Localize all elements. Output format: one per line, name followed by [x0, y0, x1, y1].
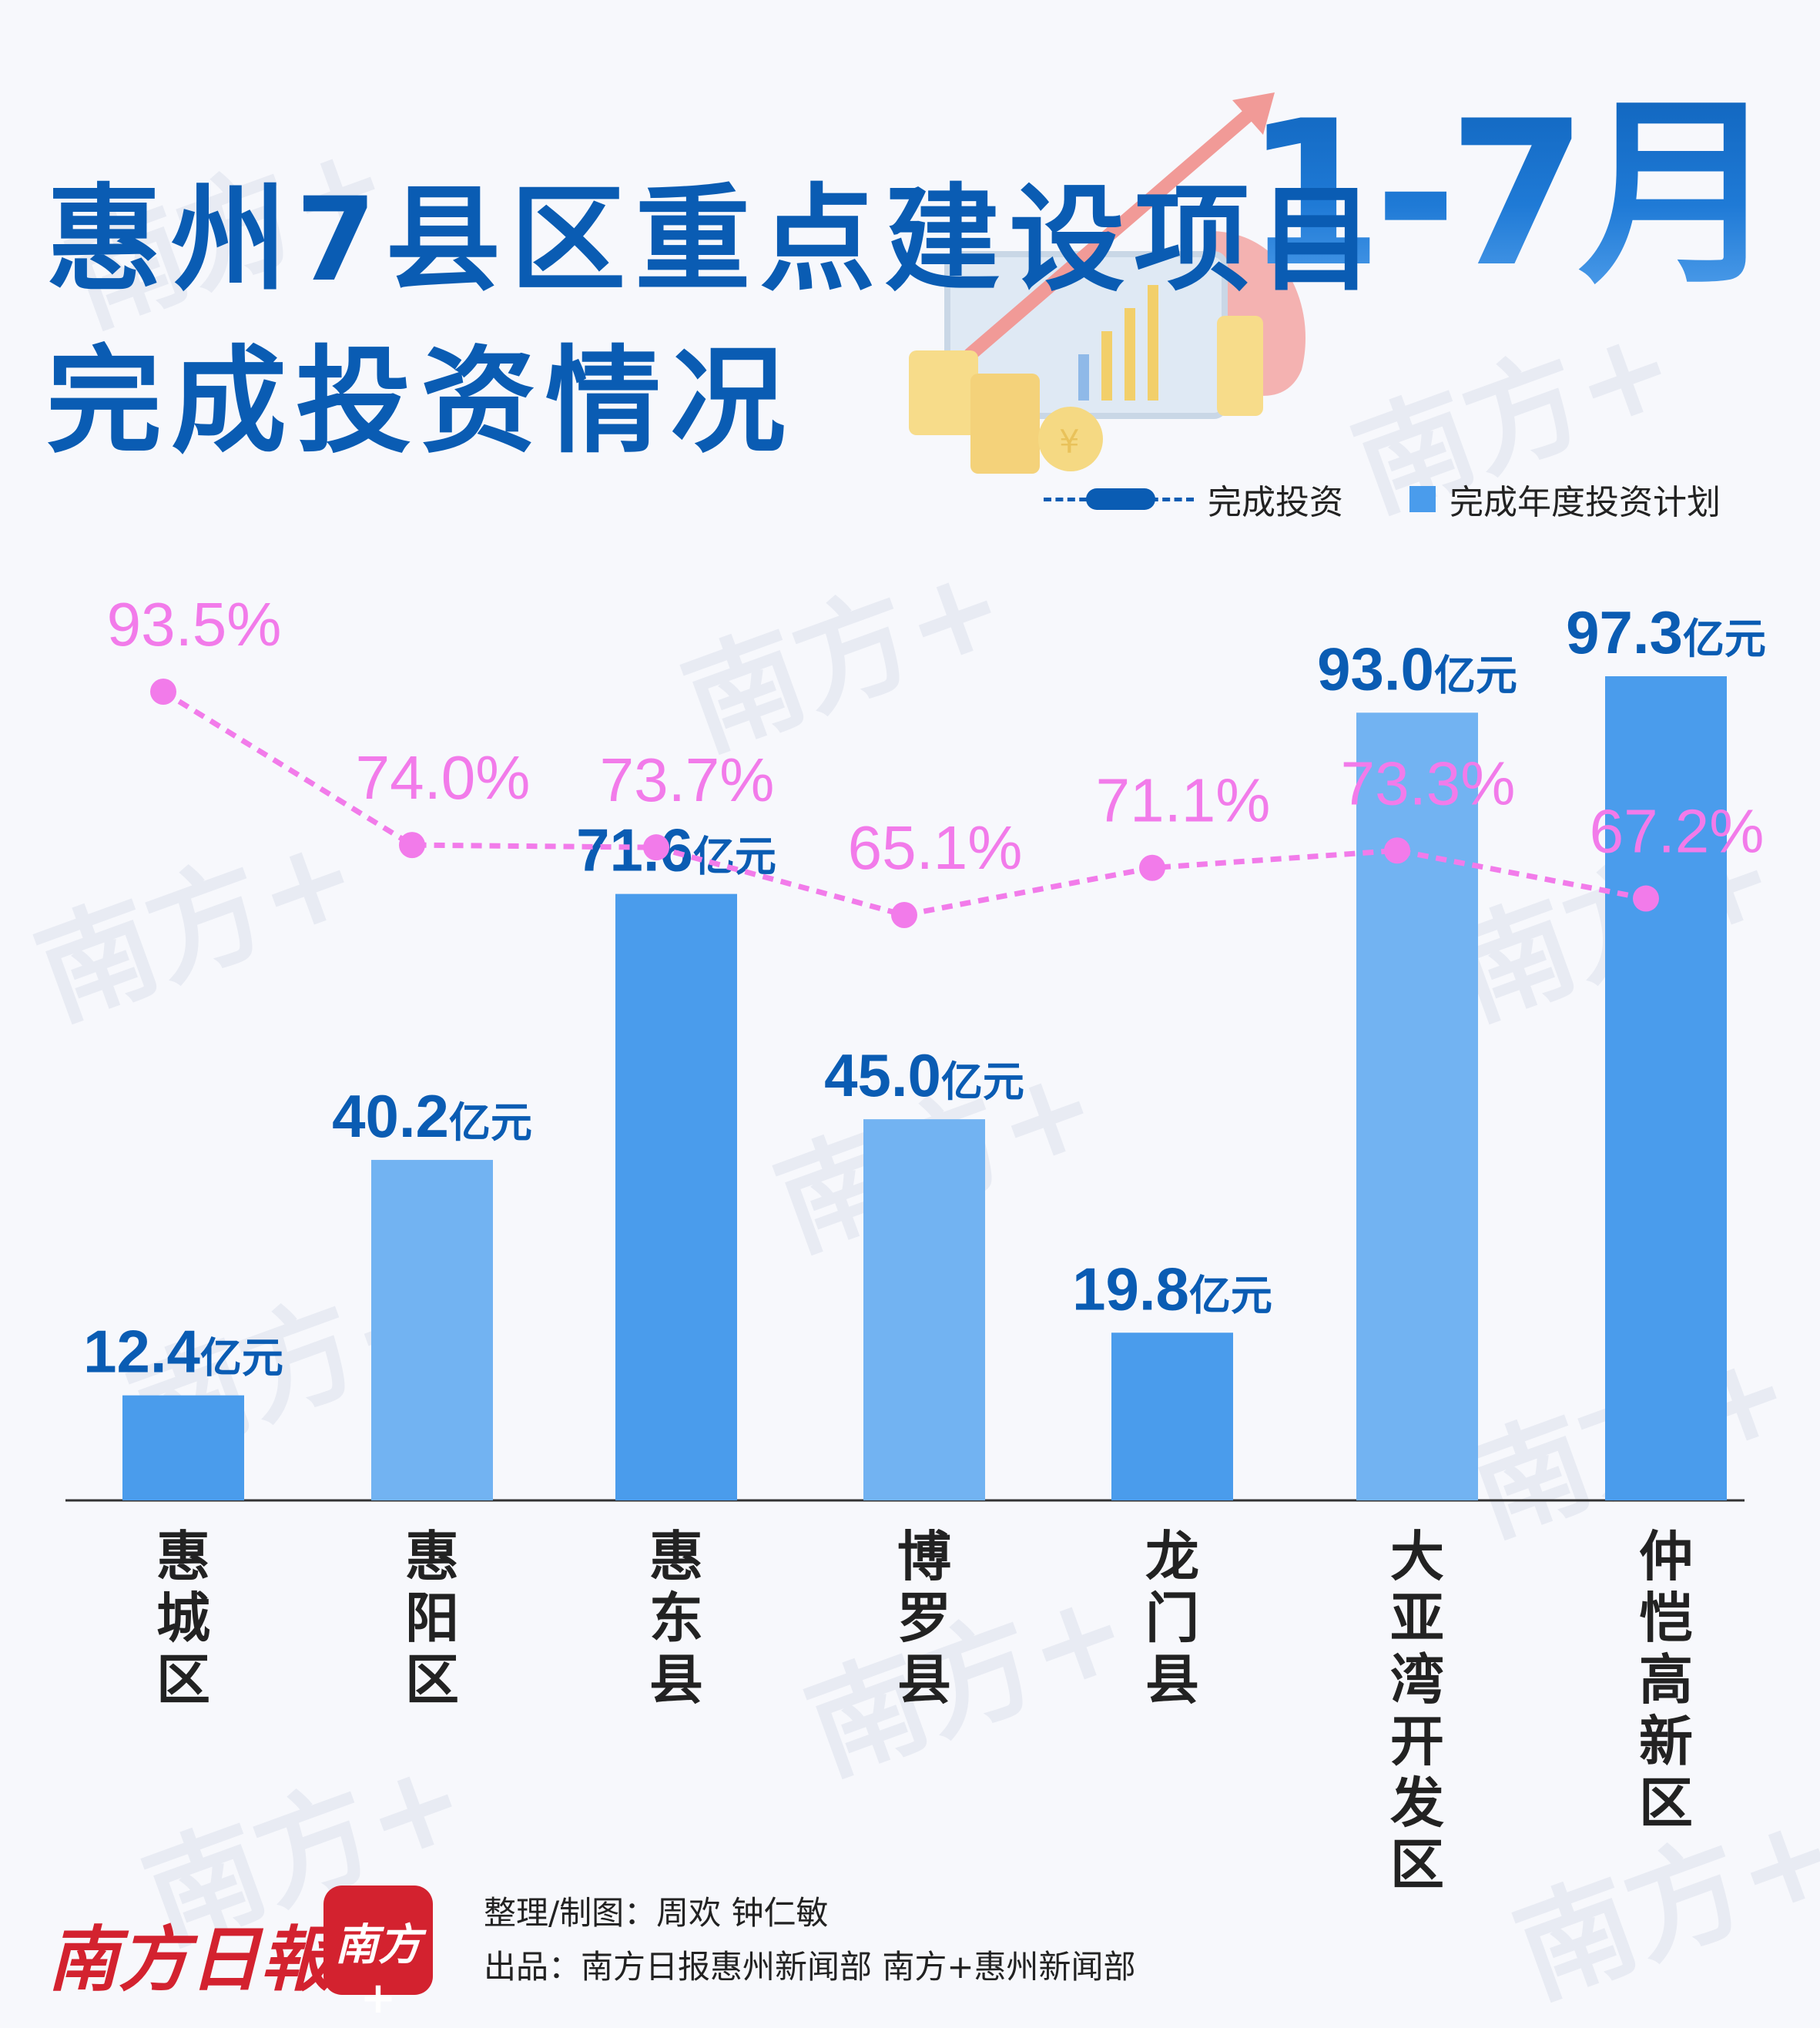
- bar: [1111, 1332, 1233, 1500]
- category-label: 大: [1390, 1525, 1444, 1588]
- bar-value-label: 40.2亿元: [332, 1082, 532, 1150]
- category-label: 龙: [1145, 1525, 1199, 1588]
- bar-value-label: 71.6亿元: [576, 816, 776, 884]
- legend-bar-label: 完成年度投资计划: [1450, 483, 1721, 522]
- category-label: 县: [897, 1648, 951, 1711]
- category-label: 发: [1390, 1772, 1444, 1835]
- category-label: 惠: [649, 1525, 703, 1588]
- bar-value-label: 45.0亿元: [824, 1041, 1024, 1109]
- bar: [371, 1159, 493, 1500]
- svg-text:¥: ¥: [1059, 423, 1080, 461]
- bar: [1356, 712, 1478, 1500]
- category-label: 县: [1145, 1648, 1199, 1711]
- category-label: 亚: [1390, 1587, 1444, 1650]
- page-title: 惠州7县区重点建设项目: [46, 173, 1384, 307]
- app-logo-text: 南方+: [335, 1919, 421, 2023]
- bar: [863, 1119, 985, 1500]
- percentage-label: 67.2%: [1590, 797, 1765, 866]
- percentage-point: [150, 679, 176, 705]
- newspaper-logo: 南方日報: [48, 1918, 332, 2001]
- category-label: 县: [649, 1648, 703, 1711]
- page-subtitle: 完成投资情况: [46, 335, 796, 469]
- percentage-label: 71.1%: [1096, 766, 1271, 835]
- category-label: 城: [156, 1587, 210, 1650]
- category-label: 区: [1639, 1772, 1693, 1835]
- period-label: 1-7月: [1244, 31, 1778, 321]
- legend-bar-swatch: [1409, 486, 1436, 512]
- percentage-label: 73.7%: [600, 746, 775, 814]
- bar: [615, 893, 737, 1500]
- percentage-label: 74.0%: [356, 743, 531, 812]
- percentage-label: 93.5%: [107, 590, 282, 659]
- percentage-point: [1633, 885, 1659, 912]
- category-label: 区: [405, 1648, 459, 1711]
- category-label: 博: [897, 1525, 951, 1588]
- bar-value-label: 12.4亿元: [83, 1318, 283, 1386]
- category-label: 惠: [405, 1525, 459, 1588]
- app-logo: 南方+: [323, 1886, 433, 2023]
- bar-value-label: 97.3亿元: [1566, 598, 1766, 666]
- category-label: 仲: [1639, 1525, 1693, 1588]
- percentage-point: [399, 832, 425, 859]
- category-label: 湾: [1390, 1648, 1444, 1711]
- legend-item-bar: 完成年度投资计划: [1409, 476, 1721, 522]
- percentage-point: [1139, 854, 1165, 881]
- bar: [1605, 676, 1727, 1500]
- legend-item-line: 完成投资: [1044, 476, 1343, 522]
- category-label: 高: [1639, 1648, 1693, 1711]
- bar-value-label: 93.0亿元: [1317, 635, 1517, 702]
- percentage-point: [643, 834, 669, 861]
- percentage-label: 73.3%: [1341, 749, 1516, 817]
- category-label: 惠: [156, 1525, 210, 1588]
- category-label: 恺: [1639, 1587, 1693, 1650]
- category-label: 门: [1145, 1587, 1199, 1650]
- category-label: 开: [1390, 1710, 1444, 1773]
- credit-editors: 整理/制图：周欢 钟仁敏: [484, 1894, 829, 1932]
- bar: [122, 1395, 244, 1500]
- growth-illustration: ¥: [909, 92, 1306, 474]
- percentage-label: 65.1%: [848, 813, 1023, 882]
- category-label: 区: [1390, 1833, 1444, 1896]
- category-label: 东: [649, 1587, 703, 1650]
- bar-value-label: 19.8亿元: [1072, 1255, 1272, 1322]
- percentage-point: [891, 902, 917, 928]
- category-label: 罗: [897, 1587, 951, 1650]
- percentage-point: [1384, 837, 1410, 864]
- credit-producer: 出品：南方日报惠州新闻部 南方+惠州新闻部: [484, 1948, 1136, 1986]
- legend-line-swatch: [1044, 484, 1194, 515]
- category-label: 阳: [405, 1587, 459, 1650]
- category-label: 区: [156, 1648, 210, 1711]
- legend-line-label: 完成投资: [1208, 483, 1343, 522]
- category-label: 新: [1639, 1710, 1693, 1773]
